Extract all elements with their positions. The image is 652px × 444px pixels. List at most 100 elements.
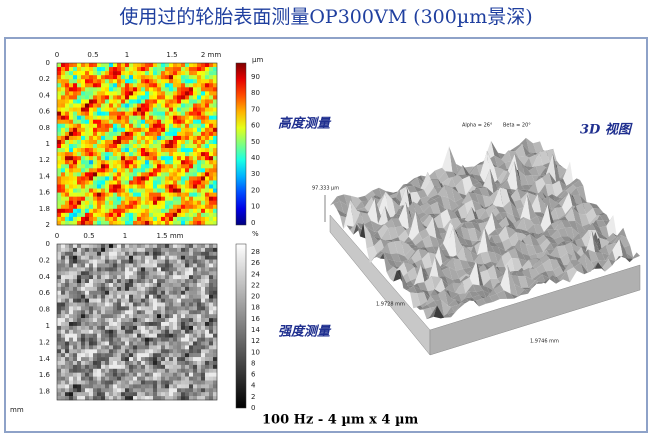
width-y: 1.9746 mm: [530, 339, 559, 345]
pixel: [85, 364, 90, 369]
pixel: [97, 349, 102, 354]
pixel: [157, 322, 162, 327]
facet: [475, 208, 486, 220]
facet: [538, 172, 549, 178]
pixel: [97, 380, 102, 385]
pixel: [85, 184, 90, 189]
pixel: [109, 192, 114, 197]
pixel: [189, 306, 194, 311]
facet: [563, 250, 574, 272]
pixel: [165, 95, 170, 100]
pixel: [133, 283, 138, 288]
pixel: [105, 204, 110, 210]
pixel: [213, 123, 218, 129]
pixel: [101, 220, 106, 226]
pixel: [141, 135, 146, 141]
pixel: [137, 372, 142, 377]
pixel: [185, 204, 190, 210]
pixel: [177, 384, 182, 389]
pixel: [85, 67, 90, 72]
pixel: [201, 279, 206, 284]
pixel: [181, 283, 186, 288]
pixel: [133, 263, 138, 268]
pixel: [205, 71, 210, 76]
facet: [395, 225, 406, 238]
pixel: [181, 208, 186, 214]
pixel: [57, 79, 62, 84]
pixel: [181, 176, 186, 181]
pixel: [113, 152, 118, 157]
pixel: [161, 83, 166, 88]
pixel: [165, 255, 170, 260]
pixel: [213, 306, 218, 311]
pixel: [113, 376, 118, 381]
pixel: [97, 294, 102, 299]
pixel: [205, 115, 210, 120]
pixel: [173, 283, 178, 288]
pixel: [173, 302, 178, 307]
pixel: [73, 220, 78, 226]
pixel: [81, 279, 86, 284]
pixel: [65, 188, 70, 193]
pixel: [173, 83, 178, 88]
pixel: [153, 75, 158, 80]
pixel: [197, 376, 202, 381]
pixel: [189, 111, 194, 116]
pixel: [101, 204, 106, 210]
facet: [420, 304, 431, 310]
pixel: [185, 220, 190, 226]
pixel: [121, 263, 126, 268]
pixel: [105, 200, 110, 205]
pixel: [101, 168, 106, 173]
pixel: [73, 376, 78, 381]
pixel: [57, 111, 62, 116]
pixel: [169, 341, 174, 346]
pixel: [177, 91, 182, 96]
pixel: [149, 196, 154, 201]
pixel: [73, 349, 78, 354]
pixel: [197, 164, 202, 169]
facet: [549, 258, 560, 271]
pixel: [161, 172, 166, 177]
pixel: [149, 372, 154, 377]
pixel: [109, 79, 114, 84]
pixel: [85, 212, 90, 218]
facet: [526, 244, 537, 256]
pixel: [61, 388, 66, 393]
pixel: [81, 290, 86, 295]
facet: [563, 260, 574, 273]
pixel: [61, 144, 66, 149]
facet: [500, 170, 511, 184]
pixel: [73, 255, 78, 260]
pixel: [61, 184, 66, 189]
pixel: [157, 160, 162, 165]
pixel: [197, 196, 202, 201]
pixel: [93, 345, 98, 350]
pixel: [193, 192, 198, 197]
pixel: [69, 139, 74, 145]
facet: [508, 247, 519, 259]
pixel: [157, 119, 162, 124]
pixel: [153, 200, 158, 205]
pixel: [209, 341, 214, 346]
pixel: [73, 251, 78, 256]
pixel: [105, 176, 110, 181]
pixel: [93, 184, 98, 189]
pixel: [205, 333, 210, 338]
pixel: [157, 263, 162, 268]
pixel: [201, 361, 206, 366]
pixel: [177, 148, 182, 153]
pixel: [73, 123, 78, 129]
pixel: [129, 139, 134, 145]
pixel: [201, 160, 206, 165]
facet: [408, 244, 419, 249]
pixel: [169, 95, 174, 100]
pixel: [61, 302, 66, 307]
pixel: [77, 63, 82, 68]
pixel: [193, 144, 198, 149]
pixel: [125, 192, 130, 197]
pixel: [193, 388, 198, 393]
facet: [455, 179, 466, 196]
pixel: [85, 196, 90, 201]
pixel: [101, 127, 106, 133]
